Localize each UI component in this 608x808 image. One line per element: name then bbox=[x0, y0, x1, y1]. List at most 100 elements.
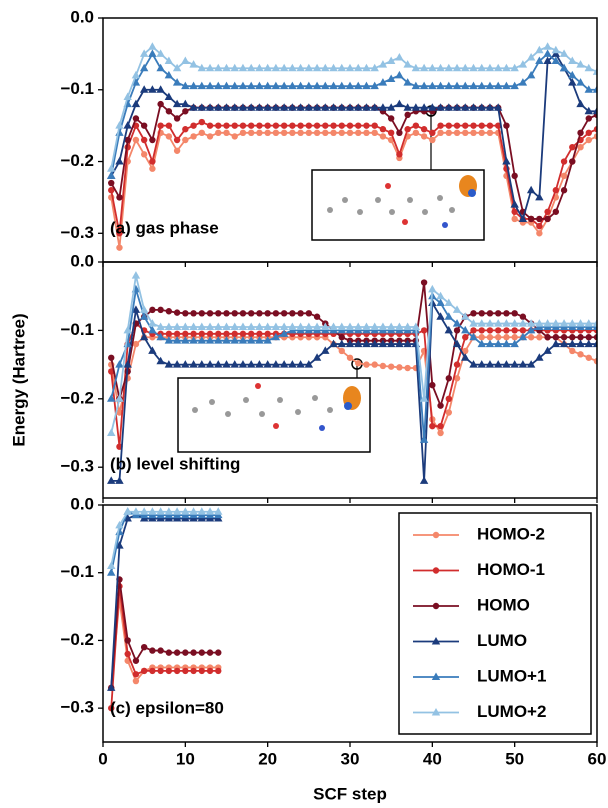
point bbox=[380, 126, 386, 132]
point bbox=[132, 71, 140, 79]
point bbox=[561, 173, 567, 179]
point bbox=[174, 115, 180, 121]
y-tick-label: −0.2 bbox=[60, 388, 94, 407]
point bbox=[536, 223, 542, 229]
x-tick-label: 10 bbox=[176, 749, 195, 768]
point bbox=[248, 310, 254, 316]
point bbox=[133, 137, 139, 143]
point bbox=[166, 133, 172, 139]
point bbox=[215, 310, 221, 316]
point bbox=[355, 122, 361, 128]
point bbox=[462, 334, 468, 340]
point bbox=[586, 355, 592, 361]
point bbox=[232, 133, 238, 139]
point bbox=[339, 130, 345, 136]
point bbox=[553, 334, 559, 340]
point bbox=[561, 334, 567, 340]
point bbox=[446, 396, 452, 402]
panel-annotation: (b) level shifting bbox=[110, 454, 240, 473]
point bbox=[215, 331, 221, 337]
point bbox=[133, 115, 139, 121]
point bbox=[166, 331, 172, 337]
point bbox=[240, 122, 246, 128]
y-tick-label: 0.0 bbox=[70, 494, 94, 513]
point bbox=[314, 122, 320, 128]
point bbox=[446, 122, 452, 128]
point bbox=[511, 310, 517, 316]
point bbox=[396, 130, 402, 136]
point bbox=[256, 331, 262, 337]
point bbox=[166, 308, 172, 314]
y-tick-label: 0.0 bbox=[70, 251, 94, 270]
point bbox=[446, 375, 452, 381]
point bbox=[133, 671, 139, 677]
point bbox=[527, 186, 535, 194]
point bbox=[454, 130, 460, 136]
point bbox=[306, 130, 312, 136]
series-line bbox=[111, 586, 218, 708]
point bbox=[569, 158, 575, 164]
point bbox=[306, 310, 312, 316]
point bbox=[437, 423, 443, 429]
point bbox=[157, 307, 163, 313]
point bbox=[536, 216, 542, 222]
point bbox=[297, 310, 303, 316]
point bbox=[380, 133, 386, 139]
point bbox=[395, 71, 403, 79]
point bbox=[404, 112, 410, 118]
point bbox=[355, 360, 361, 366]
point bbox=[536, 334, 542, 340]
point bbox=[207, 331, 213, 337]
point bbox=[141, 137, 147, 143]
point bbox=[174, 137, 180, 143]
point bbox=[577, 351, 583, 357]
point bbox=[190, 331, 196, 337]
point bbox=[166, 668, 172, 674]
point bbox=[190, 310, 196, 316]
point bbox=[576, 100, 584, 108]
point bbox=[182, 668, 188, 674]
point bbox=[141, 151, 147, 157]
point bbox=[199, 668, 205, 674]
point bbox=[511, 334, 517, 340]
point bbox=[190, 122, 196, 128]
point bbox=[553, 187, 559, 193]
point bbox=[223, 130, 229, 136]
point bbox=[413, 122, 419, 128]
point bbox=[487, 310, 493, 316]
x-axis-label: SCF step bbox=[313, 784, 387, 803]
point bbox=[124, 121, 132, 129]
point bbox=[248, 122, 254, 128]
point bbox=[107, 568, 115, 576]
point bbox=[470, 310, 476, 316]
point bbox=[569, 144, 575, 150]
legend-label: HOMO-2 bbox=[477, 524, 545, 543]
point bbox=[149, 668, 155, 674]
point bbox=[232, 310, 238, 316]
point bbox=[207, 310, 213, 316]
y-tick-label: −0.2 bbox=[60, 630, 94, 649]
point bbox=[462, 122, 468, 128]
point bbox=[149, 158, 155, 164]
point bbox=[479, 310, 485, 316]
point bbox=[115, 360, 123, 368]
point bbox=[372, 361, 378, 367]
point bbox=[207, 133, 213, 139]
point bbox=[380, 363, 386, 369]
y-tick-label: 0.0 bbox=[70, 7, 94, 26]
panel-annotation: (c) epsilon=80 bbox=[110, 698, 224, 717]
point bbox=[281, 122, 287, 128]
point bbox=[495, 310, 501, 316]
point bbox=[281, 310, 287, 316]
point bbox=[511, 173, 517, 179]
point bbox=[388, 363, 394, 369]
point bbox=[256, 122, 262, 128]
point bbox=[503, 327, 509, 333]
point bbox=[544, 209, 550, 215]
point bbox=[289, 122, 295, 128]
point bbox=[297, 122, 303, 128]
point bbox=[314, 130, 320, 136]
point bbox=[495, 327, 501, 333]
point bbox=[544, 334, 550, 340]
point bbox=[339, 122, 345, 128]
